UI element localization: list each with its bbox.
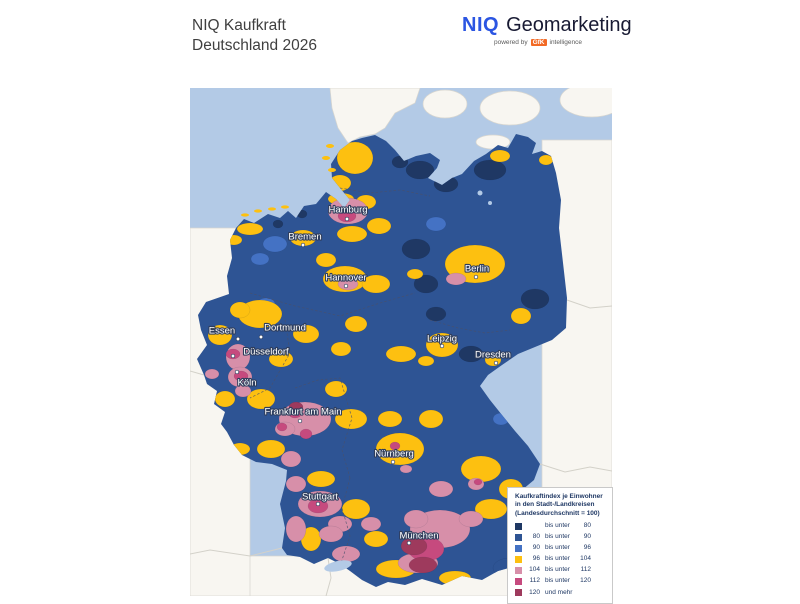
city-dot	[343, 283, 349, 289]
logo-wordmark: NIQ Geomarketing	[462, 14, 632, 37]
legend-range-connector: bis unter	[545, 522, 570, 530]
legend-swatch	[515, 534, 522, 542]
niq-geomarketing-logo: NIQ Geomarketing powered by GfK intellig…	[462, 14, 632, 46]
city-label: Hannover	[325, 273, 366, 284]
legend-range-to: 112	[580, 566, 591, 574]
city-label: Nürnberg	[374, 449, 414, 460]
legend-range-connector: bis unter	[545, 577, 570, 585]
state-borders	[249, 187, 511, 587]
legend-range-from: 90	[532, 544, 540, 552]
denmark	[329, 88, 421, 144]
city-label: Stuttgart	[302, 492, 338, 503]
legend-row: 120 und mehr	[515, 589, 606, 597]
legend-range-from: 80	[532, 533, 540, 541]
city-dot	[235, 336, 241, 342]
legend-row: 90 bis unter 96	[515, 544, 606, 553]
danish-island	[475, 134, 511, 150]
page-title: NIQ Kaufkraft Deutschland 2026	[192, 16, 317, 57]
city-dot	[234, 369, 240, 375]
city-label: Hamburg	[328, 205, 367, 216]
gfk-badge: GfK	[530, 39, 547, 46]
legend-range-connector: bis unter	[545, 533, 570, 541]
sweden-land	[559, 88, 612, 118]
legend-swatch	[515, 567, 522, 575]
city-label: Dresden	[475, 350, 511, 361]
legend-title-line2: in den Stadt-/Landkreisen	[515, 501, 595, 509]
page-title-line2: Deutschland 2026	[192, 37, 317, 55]
city-label: Essen	[209, 326, 235, 337]
logo-tagline: powered by GfK intelligence	[462, 39, 614, 46]
city-dot	[344, 216, 350, 222]
lakes	[324, 190, 492, 572]
tagline-suffix: intelligence	[549, 39, 583, 46]
legend-range-to: 96	[583, 544, 591, 552]
legend-range-to: 104	[580, 555, 591, 563]
city-label: Bremen	[288, 232, 321, 243]
legend-swatch	[515, 523, 522, 531]
legend-range-connector: bis unter	[545, 555, 570, 563]
legend-title-line1: Kaufkraftindex je Einwohner	[515, 493, 603, 500]
tagline-prefix: powered by	[493, 39, 528, 46]
lake-constance	[324, 560, 352, 572]
frisian-islands	[241, 144, 336, 217]
legend-range-to: 80	[583, 522, 591, 530]
city-dot	[258, 334, 264, 340]
legend-box: Kaufkraftindex je Einwohner in den Stadt…	[507, 487, 613, 604]
legend-range-to: 90	[583, 533, 591, 541]
legend-title-line3: (Landesdurchschnitt = 100)	[515, 509, 600, 517]
patches-index-120-plus	[288, 401, 438, 574]
legend-range-from: 104	[529, 566, 540, 574]
city-dot	[439, 343, 445, 349]
lake	[477, 190, 483, 196]
city-label: München	[399, 531, 438, 542]
legend-rows: bis unter 80 80 bis unter 90 90 bis unter 96 96 b…	[515, 522, 606, 597]
danish-island	[479, 90, 541, 126]
city-label: Köln	[237, 378, 256, 389]
city-dot	[297, 418, 303, 424]
legend-swatch	[515, 589, 522, 597]
city-dot	[300, 242, 306, 248]
legend-range-connector: bis unter	[545, 566, 570, 574]
legend-range-from: 112	[529, 577, 540, 585]
legend-range-connector: und mehr	[545, 588, 573, 596]
legend-row: bis unter 80	[515, 522, 606, 531]
city-dot	[493, 360, 499, 366]
city-markers: Hamburg Bremen Hannover Berlin Essen Dortmund…	[208, 203, 512, 546]
logo-niq-text: NIQ	[462, 14, 500, 36]
danish-island	[422, 89, 468, 119]
patches-index-96-104	[207, 141, 554, 586]
city-dot	[473, 274, 479, 280]
city-label: Leipzig	[427, 334, 457, 345]
legend-range-to: 120	[580, 577, 591, 585]
legend-title: Kaufkraftindex je Einwohner in den Stadt…	[515, 493, 606, 518]
legend-range-connector: bis unter	[545, 544, 570, 552]
city-label: Berlin	[465, 264, 489, 275]
city-label: Dortmund	[264, 323, 306, 334]
legend-range-from: 120	[529, 588, 540, 596]
legend-row: 96 bis unter 104	[515, 555, 606, 564]
city-label: Düsseldorf	[243, 347, 289, 358]
city-dot	[406, 540, 412, 546]
logo-product-text: Geomarketing	[506, 14, 632, 36]
city-dot	[315, 501, 321, 507]
legend-range-from: 96	[532, 555, 540, 563]
city-label: Frankfurt am Main	[264, 407, 341, 418]
lake	[488, 201, 492, 205]
city-dot	[230, 353, 236, 359]
city-dot	[390, 459, 396, 465]
page-title-line1: NIQ Kaufkraft	[192, 17, 286, 34]
legend-swatch	[515, 545, 522, 553]
legend-swatch	[515, 578, 522, 586]
legend-swatch	[515, 556, 522, 564]
legend-row: 112 bis unter 120	[515, 577, 606, 586]
legend-row: 104 bis unter 112	[515, 566, 606, 575]
legend-row: 80 bis unter 90	[515, 533, 606, 542]
